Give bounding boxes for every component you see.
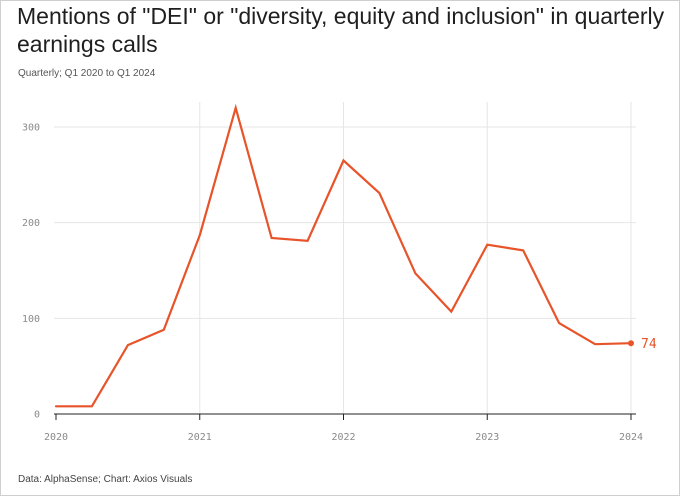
y-tick-label: 100	[22, 314, 40, 325]
x-tick-label: 2020	[44, 432, 68, 443]
data-point	[377, 191, 381, 195]
end-value-label: 74	[641, 337, 657, 352]
data-point	[485, 243, 489, 247]
data-point	[413, 271, 417, 275]
chart-subtitle: Quarterly; Q1 2020 to Q1 2024	[18, 68, 156, 79]
y-tick-label: 300	[22, 123, 40, 134]
x-axis-ticks: 2020 2021 2022 2023 2024	[44, 414, 643, 443]
series-line	[54, 103, 633, 408]
data-point	[162, 328, 166, 332]
y-tick-label: 200	[22, 218, 40, 229]
chart-title: Mentions of "DEI" or "diversity, equity …	[17, 3, 665, 57]
y-axis-ticks: 0 100 200 300	[22, 123, 40, 421]
data-point	[270, 236, 274, 240]
data-point	[90, 404, 94, 408]
data-point	[306, 239, 310, 243]
data-point	[557, 321, 561, 325]
data-point	[342, 158, 346, 162]
data-point	[54, 404, 58, 408]
x-tick-label: 2024	[619, 432, 643, 443]
data-point	[449, 310, 453, 314]
x-tick-label: 2021	[188, 432, 212, 443]
y-tick-label: 0	[34, 410, 40, 421]
data-point	[234, 106, 238, 110]
data-point	[593, 342, 597, 346]
series-layer: 74	[54, 103, 657, 408]
end-point-marker	[628, 340, 634, 347]
x-tick-label: 2022	[331, 432, 355, 443]
data-point	[198, 233, 202, 237]
data-point	[521, 248, 525, 252]
chart-source: Data: AlphaSense; Chart: Axios Visuals	[18, 474, 193, 485]
grid-lines	[54, 102, 636, 414]
x-tick-label: 2023	[475, 432, 499, 443]
data-point	[126, 343, 130, 347]
